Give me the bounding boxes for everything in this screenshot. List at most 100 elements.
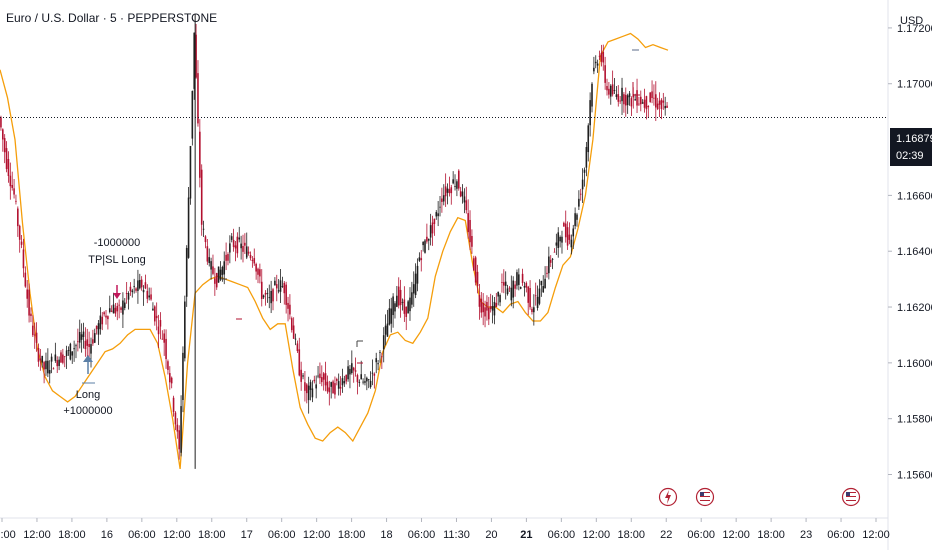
candle-body xyxy=(82,331,85,337)
candle-body xyxy=(655,94,657,108)
candle-body xyxy=(639,96,642,105)
candle-body xyxy=(131,290,134,293)
candle-body xyxy=(97,323,100,335)
annotation-long-label: Long xyxy=(76,389,100,401)
candle-body xyxy=(576,214,578,220)
candle-body xyxy=(354,370,357,372)
candle-body xyxy=(339,386,342,389)
event-us-flag-icon[interactable] xyxy=(841,487,861,507)
candle-body xyxy=(116,305,119,312)
candle-body xyxy=(604,65,606,83)
x-tick-label: 12:00 xyxy=(303,529,331,541)
candle-body xyxy=(294,338,297,340)
candle-body xyxy=(259,269,261,277)
candle-body xyxy=(264,292,267,295)
candle-body xyxy=(501,282,503,283)
candle-body xyxy=(193,32,196,89)
economic-events[interactable] xyxy=(658,487,861,507)
candle-body xyxy=(636,90,638,106)
candle-body xyxy=(155,315,158,319)
candle-body xyxy=(18,225,21,240)
candle-body xyxy=(435,212,438,217)
candle-body xyxy=(658,100,661,105)
candle-body xyxy=(292,325,295,339)
event-us-flag-icon[interactable] xyxy=(695,487,715,507)
candle-body xyxy=(386,323,389,337)
candle-body xyxy=(251,259,254,261)
candle-body xyxy=(169,373,171,383)
candle-body xyxy=(277,290,280,292)
x-tick-label: 16 xyxy=(101,529,113,541)
ma-line-path xyxy=(0,32,669,469)
event-bolt-icon[interactable] xyxy=(658,487,678,507)
currency-label[interactable]: USD xyxy=(900,15,924,27)
candle-body xyxy=(544,278,546,289)
candle-body xyxy=(118,304,120,306)
candle-body xyxy=(518,274,520,285)
candle-body xyxy=(508,287,511,289)
candle-body xyxy=(289,304,291,315)
candle-body xyxy=(191,90,194,139)
candle-body xyxy=(274,280,276,286)
candle-body xyxy=(50,356,53,362)
candle-body xyxy=(2,129,4,140)
candle-body xyxy=(242,245,244,252)
candle-body xyxy=(7,159,10,176)
candle-body xyxy=(127,293,130,300)
candle-body xyxy=(478,295,481,307)
y-tick-label: 1.16200 xyxy=(897,302,932,314)
candle-body xyxy=(439,206,441,208)
candle-body xyxy=(152,308,154,311)
candle-body xyxy=(180,406,182,453)
x-tick-label: 06:00 xyxy=(408,529,436,541)
candle-body xyxy=(469,219,471,243)
candle-body xyxy=(377,363,379,365)
candle-body xyxy=(322,373,325,380)
annotation-long: Long +1000000 xyxy=(63,389,112,417)
candle-body xyxy=(230,236,233,240)
candle-body xyxy=(581,179,584,190)
candle-body xyxy=(197,73,199,124)
candle-body xyxy=(521,273,524,284)
candle-body xyxy=(45,360,47,370)
candle-body xyxy=(15,200,17,202)
candle-body xyxy=(638,103,640,105)
candle-body xyxy=(26,289,29,299)
candle-body xyxy=(583,169,586,173)
candle-body xyxy=(388,308,391,325)
candle-body xyxy=(407,301,409,314)
candle-body xyxy=(202,228,205,230)
annotation-tpsl-size: -1000000 xyxy=(94,237,141,249)
candle-body xyxy=(30,313,32,317)
candle-body xyxy=(309,382,312,390)
candle-body xyxy=(405,306,408,317)
candle-body xyxy=(0,117,2,128)
candle-body xyxy=(484,307,486,317)
candle-body xyxy=(548,256,550,274)
candle-body xyxy=(396,295,398,307)
candle-body xyxy=(369,380,372,388)
candle-body xyxy=(360,374,363,380)
candle-body xyxy=(114,307,117,314)
candle-body xyxy=(463,196,466,203)
candle-body xyxy=(519,287,522,289)
candle-body xyxy=(200,169,203,225)
candle-body xyxy=(298,349,301,376)
candle-body xyxy=(101,316,104,325)
candle-body xyxy=(529,288,531,308)
candle-body xyxy=(510,287,513,301)
candle-body xyxy=(290,318,293,331)
candle-body xyxy=(553,251,556,253)
candle-body xyxy=(321,377,323,383)
chart-title: Euro / U.S. Dollar · 5 · PEPPERSTONE xyxy=(6,11,218,25)
y-tick-label: 1.16000 xyxy=(897,358,932,370)
x-tick-label: 06:00 xyxy=(687,529,715,541)
candle-body xyxy=(328,387,331,393)
candle-body xyxy=(184,301,186,359)
candle-body xyxy=(125,293,128,294)
candle-body xyxy=(137,280,139,291)
candle-body xyxy=(217,266,220,283)
candle-body xyxy=(456,181,458,189)
candle-body xyxy=(307,385,310,401)
